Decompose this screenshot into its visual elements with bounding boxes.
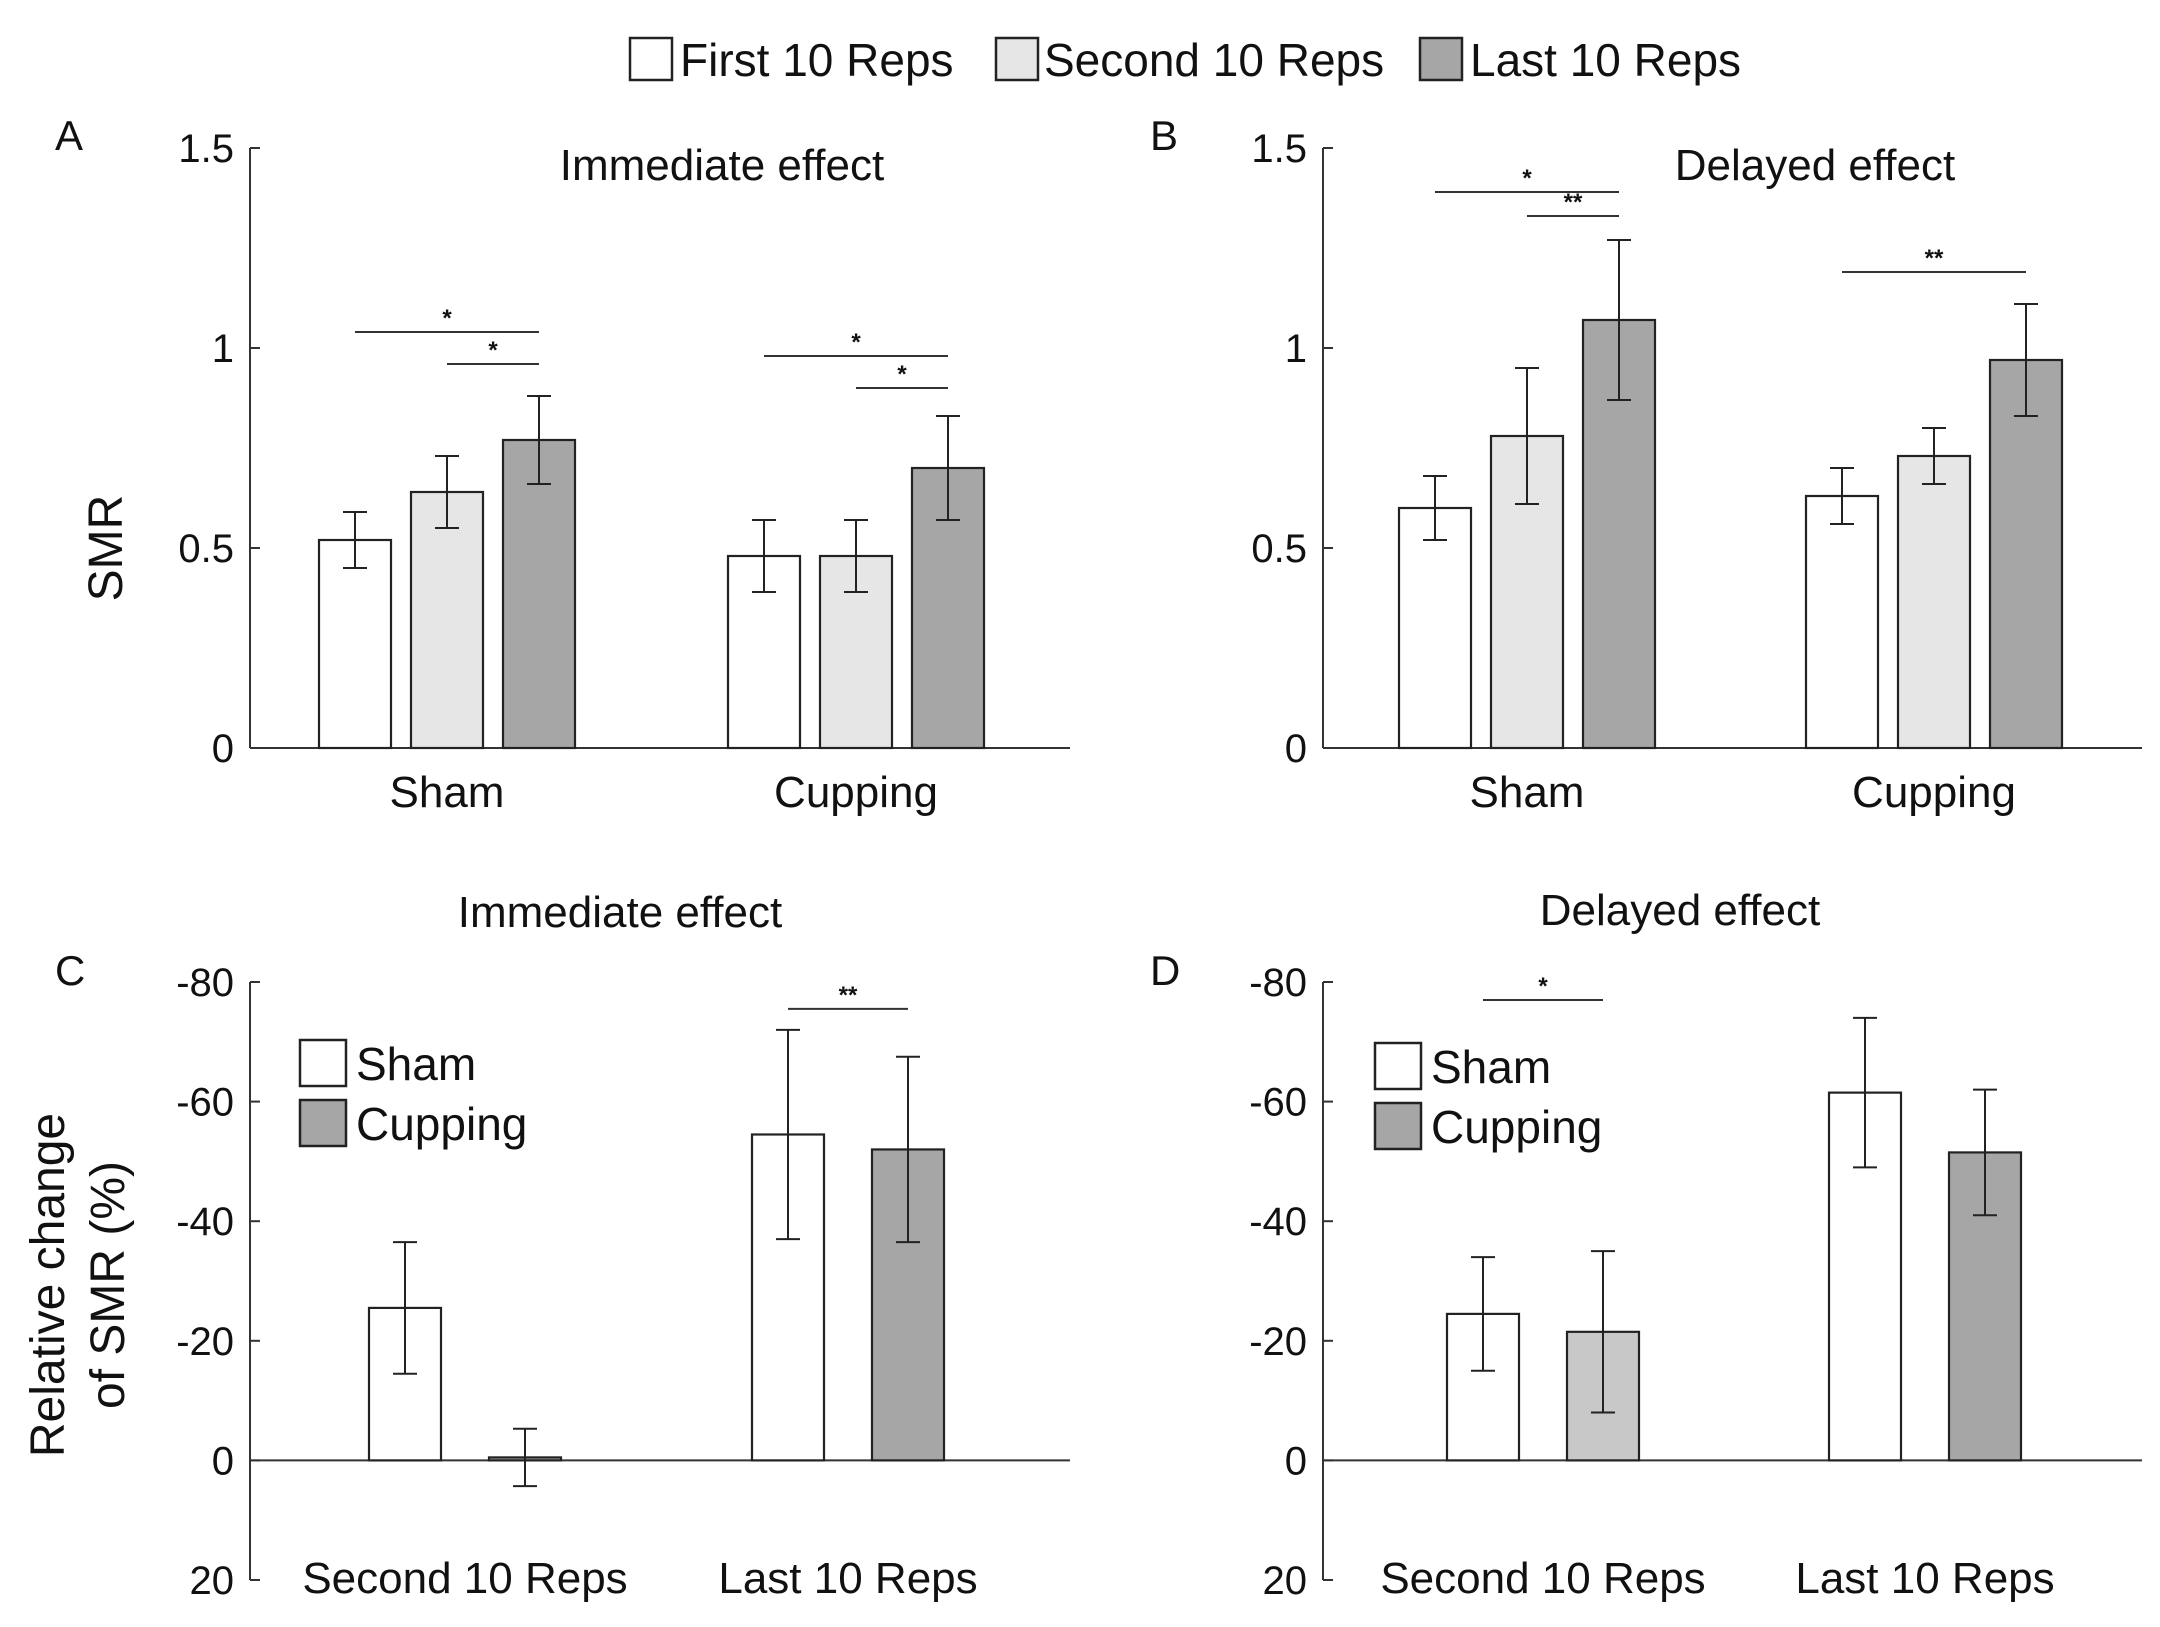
panel-title: Delayed effect	[1675, 141, 1955, 190]
y-tick-label: 1.5	[178, 127, 234, 171]
y-tick-label: -40	[1249, 1200, 1307, 1244]
y-tick-label: 20	[1263, 1559, 1308, 1603]
ylabel-relative-line2: of SMR (%)	[82, 1161, 135, 1409]
ylabel-smr: SMR	[80, 495, 133, 602]
legend-swatch-last	[1418, 36, 1464, 82]
x-category-label: Last 10 Reps	[1795, 1554, 2054, 1603]
y-tick-label: 1.5	[1251, 127, 1307, 171]
legend-label-last: Last 10 Reps	[1470, 34, 1741, 86]
legend-swatch-first	[628, 36, 674, 82]
x-category-label: Last 10 Reps	[718, 1554, 977, 1603]
bar	[409, 490, 485, 750]
significance-label: *	[1522, 165, 1532, 192]
panel-d: D Delayed effect -80 -60 -40 -20 0 20 Second 10 …	[1150, 886, 2142, 1603]
y-tick-label: 0.5	[1251, 527, 1307, 571]
top-legend: First 10 Reps Second 10 Reps Last 10 Rep…	[628, 34, 1741, 86]
panel-letter: A	[55, 112, 83, 159]
significance-label: *	[1538, 973, 1548, 1000]
y-tick-label: 20	[190, 1559, 235, 1603]
significance-label: *	[488, 337, 498, 364]
bar	[1896, 454, 1972, 750]
legend-swatch	[1373, 1101, 1423, 1151]
x-category-label: Sham	[390, 768, 505, 817]
significance-label: *	[442, 305, 452, 332]
y-tick-label: 0	[1285, 727, 1307, 771]
y-tick-label: 1	[212, 327, 234, 371]
legend-label-first: First 10 Reps	[680, 34, 954, 86]
panel-title: Immediate effect	[458, 888, 782, 937]
y-tick-label: -80	[1249, 961, 1307, 1005]
bar	[501, 438, 577, 750]
y-tick-label: 0	[212, 727, 234, 771]
significance-label: **	[839, 982, 858, 1009]
y-tick-label: 0.5	[178, 527, 234, 571]
panel-c: C Immediate effect -80 -60 -40 -20 0 20 Second 1…	[55, 888, 1070, 1603]
bar	[1397, 506, 1473, 750]
legend-label: Cupping	[356, 1098, 527, 1150]
legend-label: Cupping	[1431, 1101, 1602, 1153]
y-tick-label: 0	[212, 1439, 234, 1483]
ylabel-relative-line1: Relative change	[22, 1113, 75, 1457]
y-tick-label: 0	[1285, 1439, 1307, 1483]
legend-label: Sham	[356, 1038, 476, 1090]
y-tick-label: 1	[1285, 327, 1307, 371]
legend-label: Sham	[1431, 1041, 1551, 1093]
legend-swatch	[298, 1038, 348, 1088]
significance-label: *	[851, 329, 861, 356]
panel-a: A Immediate effect 0 0.5 1 1.5 Sham Cupping * * * *	[55, 112, 1070, 817]
legend-label-second: Second 10 Reps	[1044, 34, 1384, 86]
y-tick-label: -60	[1249, 1081, 1307, 1125]
legend-swatch-second	[994, 36, 1040, 82]
panel-letter: D	[1150, 947, 1180, 994]
significance-label: *	[897, 361, 907, 388]
significance-label: **	[1925, 245, 1944, 272]
x-category-label: Second 10 Reps	[302, 1554, 627, 1603]
significance-label: **	[1564, 189, 1583, 216]
legend-swatch	[298, 1098, 348, 1148]
y-tick-label: -60	[176, 1081, 234, 1125]
x-category-label: Cupping	[1852, 768, 2016, 817]
panel-letter: C	[55, 947, 85, 994]
panel-title: Delayed effect	[1540, 886, 1820, 935]
y-tick-label: -20	[1249, 1320, 1307, 1364]
bar	[1804, 494, 1880, 750]
x-category-label: Cupping	[774, 768, 938, 817]
x-category-label: Sham	[1470, 768, 1585, 817]
y-tick-label: -40	[176, 1200, 234, 1244]
y-tick-label: -20	[176, 1320, 234, 1364]
x-category-label: Second 10 Reps	[1380, 1554, 1705, 1603]
legend-swatch	[1373, 1041, 1423, 1091]
y-tick-label: -80	[176, 961, 234, 1005]
bar	[317, 538, 393, 750]
bar	[1988, 358, 2064, 750]
panel-letter: B	[1150, 112, 1178, 159]
panel-title: Immediate effect	[560, 141, 884, 190]
